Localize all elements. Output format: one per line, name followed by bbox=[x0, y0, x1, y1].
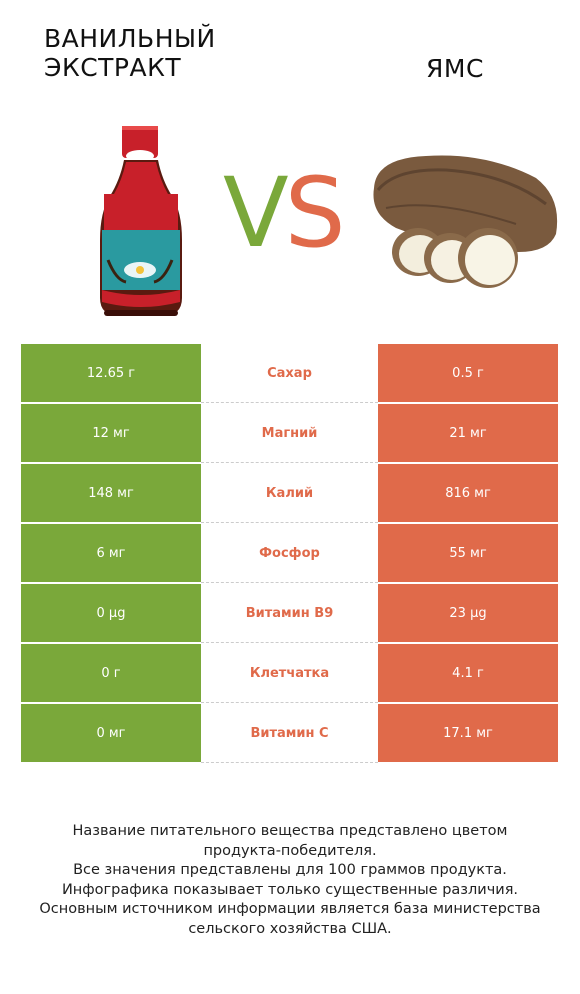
left-product-title: ВАНИЛЬНЫЙ ЭКСТРАКТ bbox=[44, 24, 284, 82]
table-row: 0 µg Витамин B9 23 µg bbox=[21, 584, 558, 644]
footer-line: Основным источником информации является … bbox=[39, 901, 541, 917]
left-title-line-1: ВАНИЛЬНЫЙ bbox=[44, 24, 216, 53]
table-row: 0 г Клетчатка 4.1 г bbox=[21, 644, 558, 704]
footer-line: сельского хозяйства США. bbox=[188, 920, 392, 937]
nutrient-name: Калий bbox=[201, 464, 378, 523]
left-value: 6 мг bbox=[21, 524, 201, 582]
right-product-title: ЯМС bbox=[426, 54, 484, 83]
right-value: 21 мг bbox=[378, 404, 558, 462]
right-value: 17.1 мг bbox=[378, 704, 558, 762]
vs-s: S bbox=[284, 157, 346, 269]
nutrient-name: Витамин C bbox=[201, 704, 378, 763]
footer-line: продукта-победителя. bbox=[203, 842, 377, 859]
nutrient-name: Магний bbox=[201, 404, 378, 463]
left-value: 0 µg bbox=[21, 584, 201, 642]
vs-label: VS bbox=[223, 158, 363, 268]
footer-line: Название питательного вещества представл… bbox=[72, 823, 508, 839]
table-row: 6 мг Фосфор 55 мг bbox=[21, 524, 558, 584]
right-value: 55 мг bbox=[378, 524, 558, 582]
right-value: 816 мг bbox=[378, 464, 558, 522]
table-row: 12 мг Магний 21 мг bbox=[21, 404, 558, 464]
table-row: 0 мг Витамин C 17.1 мг bbox=[21, 704, 558, 764]
left-value: 0 мг bbox=[21, 704, 201, 762]
yam-root-icon bbox=[373, 155, 558, 288]
nutrient-name: Фосфор bbox=[201, 524, 378, 583]
table-row: 12.65 г Сахар 0.5 г bbox=[21, 344, 558, 404]
footer-note: Название питательного вещества представл… bbox=[20, 822, 560, 939]
footer-line: Инфографика показывает только существенн… bbox=[61, 881, 519, 898]
nutrient-name: Сахар bbox=[201, 344, 378, 403]
right-value: 4.1 г bbox=[378, 644, 558, 702]
left-value: 12.65 г bbox=[21, 344, 201, 402]
right-value: 23 µg bbox=[378, 584, 558, 642]
left-title-line-2: ЭКСТРАКТ bbox=[44, 53, 182, 82]
nutrient-name: Клетчатка bbox=[201, 644, 378, 703]
right-value: 0.5 г bbox=[378, 344, 558, 402]
left-value: 148 мг bbox=[21, 464, 201, 522]
vs-v: V bbox=[223, 157, 289, 269]
table-row: 148 мг Калий 816 мг bbox=[21, 464, 558, 524]
left-value: 12 мг bbox=[21, 404, 201, 462]
footer-line: Все значения представлены для 100 граммо… bbox=[73, 862, 507, 878]
vanilla-extract-bottle-icon bbox=[100, 126, 182, 316]
comparison-table: 12.65 г Сахар 0.5 г 12 мг Магний 21 мг 1… bbox=[21, 344, 558, 764]
left-value: 0 г bbox=[21, 644, 201, 702]
nutrient-name: Витамин B9 bbox=[201, 584, 378, 643]
